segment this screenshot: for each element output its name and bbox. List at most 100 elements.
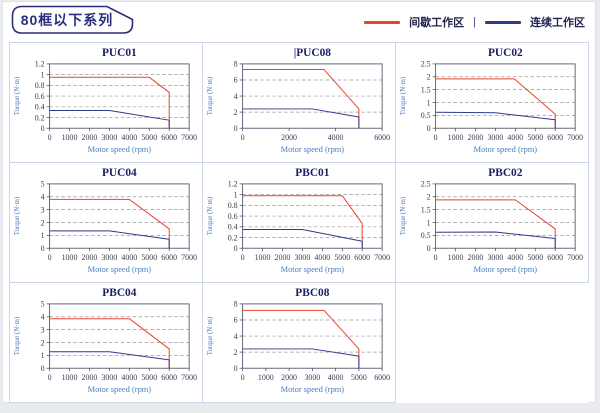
x-tick-label: 2000 (468, 253, 484, 262)
y-tick-label: 1.5 (421, 205, 431, 214)
y-tick-label: 1.2 (35, 60, 45, 69)
legend-label-intermittent: 间歇工作区 (409, 17, 465, 29)
x-tick-label: 4000 (121, 133, 137, 142)
y-tick-label: 0.8 (35, 81, 45, 90)
y-tick-label: 0.6 (35, 92, 45, 101)
chart-puc08: |PUC08 0 2 4 6 8 0 2000 4000 6000 Torque (N·m) Moto… (207, 47, 390, 154)
x-axis-label: Motor speed (rpm) (474, 145, 538, 154)
chart-puc01: PUC01 0 0.20.4 0.6 0.8 11.2 0 1000 2000 3000 4000 5… (14, 47, 197, 154)
x-tick-label: 3000 (304, 373, 320, 382)
chart-pbc01: PBC01 0 0.20.4 0.6 0.8 11.2 0 1000 2000 3000 4000 5… (207, 167, 390, 274)
y-tick-label: 4 (234, 332, 238, 341)
y-tick-label: 2.5 (421, 60, 431, 69)
y-axis-label: Torque (N·m) (400, 197, 407, 235)
x-tick-label: 4000 (507, 133, 523, 142)
x-tick-label: 6000 (374, 133, 390, 142)
series-badge: 80框以下系列 (11, 5, 135, 35)
x-tick-label: 4000 (121, 373, 137, 382)
y-tick-label: 8 (234, 300, 238, 309)
y-tick-label: 5 (41, 300, 45, 309)
y-tick-label: 0 (41, 124, 45, 133)
chart-cell-pbc04: PBC04 0 1 2 3 4 5 0 1000 2000 3000 4000 5000 6000 7000… (10, 283, 203, 403)
plot-frame (435, 183, 576, 249)
x-tick-label: 6000 (547, 253, 563, 262)
chart-title: PUC02 (488, 47, 523, 59)
y-tick-label: 1.5 (421, 85, 431, 94)
y-tick-label: 5 (41, 180, 45, 189)
y-tick-label: 1 (427, 98, 431, 107)
chart-title: PBC02 (488, 167, 522, 179)
y-tick-label: 2 (41, 338, 45, 347)
x-tick-label: 2000 (275, 253, 291, 262)
charts-grid: PUC01 0 0.2 0.4 0.6 0.8 1 1.2 0 1000 2000 3000 4000 5… (9, 42, 589, 403)
y-tick-label: 1 (427, 218, 431, 227)
y-tick-label: 8 (234, 60, 238, 69)
chart-cell-puc04: PUC04 0 1 2 3 4 5 0 1000 2000 3000 4000 5000 6000 7000… (10, 163, 203, 283)
y-tick-label: 0.4 (35, 103, 45, 112)
x-tick-label: 7000 (181, 133, 197, 142)
series-intermittent (49, 76, 170, 129)
series-intermittent (242, 195, 363, 249)
x-axis-label: Motor speed (rpm) (88, 265, 152, 274)
y-tick-label: 2 (234, 348, 238, 357)
x-tick-label: 1000 (258, 373, 274, 382)
series-continuous (242, 108, 360, 129)
legend-separator: | (473, 16, 476, 28)
x-tick-label: 6000 (547, 133, 563, 142)
x-tick-label: 1000 (62, 133, 78, 142)
x-tick-label: 5000 (141, 253, 157, 262)
plot-frame (435, 63, 576, 129)
x-tick-label: 0 (241, 373, 245, 382)
y-tick-label: 0 (427, 124, 431, 133)
x-tick-label: 7000 (374, 253, 390, 262)
x-tick-label: 5000 (351, 373, 367, 382)
y-tick-label: 0 (41, 244, 45, 253)
x-tick-label: 0 (241, 253, 245, 262)
series-continuous (242, 228, 363, 249)
x-tick-label: 4000 (507, 253, 523, 262)
continuous-line-swatch (485, 20, 521, 24)
x-tick-label: 2000 (82, 133, 98, 142)
y-tick-label: 2 (41, 218, 45, 227)
y-tick-label: 1.2 (228, 180, 238, 189)
y-tick-label: 0 (234, 364, 238, 373)
x-tick-label: 4000 (328, 133, 344, 142)
x-tick-label: 6000 (161, 373, 177, 382)
x-tick-label: 2000 (281, 133, 297, 142)
x-tick-label: 5000 (527, 133, 543, 142)
y-tick-label: 3 (41, 325, 45, 334)
x-tick-label: 7000 (567, 133, 583, 142)
chart-pbc08: PBC08 0 2 4 6 8 0 1000 2000 3000 4000 5000 6000 Torqu… (207, 287, 390, 394)
plot-frame (49, 183, 190, 249)
chart-cell-pbc02: PBC02 0 0.5 1 1.5 2 2.5 0 1000 2000 3000 4000 5000 60… (396, 163, 589, 283)
x-tick-label: 3000 (101, 133, 117, 142)
chart-cell-pbc08: PBC08 0 2 4 6 8 0 1000 2000 3000 4000 5000 6000 Torqu… (203, 283, 396, 403)
x-tick-label: 0 (48, 373, 52, 382)
x-tick-label: 1000 (255, 253, 271, 262)
plot-frame (242, 183, 383, 249)
chart-title: |PUC08 (294, 47, 332, 59)
x-tick-label: 4000 (314, 253, 330, 262)
chart-title: PUC04 (102, 167, 137, 179)
series-intermittent (242, 69, 360, 129)
y-tick-label: 1 (234, 190, 238, 199)
series-continuous (49, 351, 170, 369)
chart-title: PBC08 (295, 287, 329, 299)
x-axis-label: Motor speed (rpm) (281, 145, 345, 154)
y-tick-label: 2 (427, 73, 431, 82)
y-axis-label: Torque (N·m) (207, 77, 214, 115)
x-tick-label: 7000 (567, 253, 583, 262)
y-tick-label: 0.6 (228, 212, 238, 221)
chart-cell-puc02: PUC02 0 0.5 1 1.5 2 2.5 0 1000 2000 3000 4000 5000 60… (396, 43, 589, 163)
x-tick-label: 5000 (141, 133, 157, 142)
y-tick-label: 2 (234, 108, 238, 117)
x-tick-label: 1000 (62, 373, 78, 382)
y-tick-label: 1 (41, 351, 45, 360)
x-tick-label: 6000 (161, 133, 177, 142)
intermittent-line-swatch (364, 20, 401, 24)
series-badge-label: 80框以下系列 (20, 11, 114, 28)
x-tick-label: 3000 (487, 133, 503, 142)
